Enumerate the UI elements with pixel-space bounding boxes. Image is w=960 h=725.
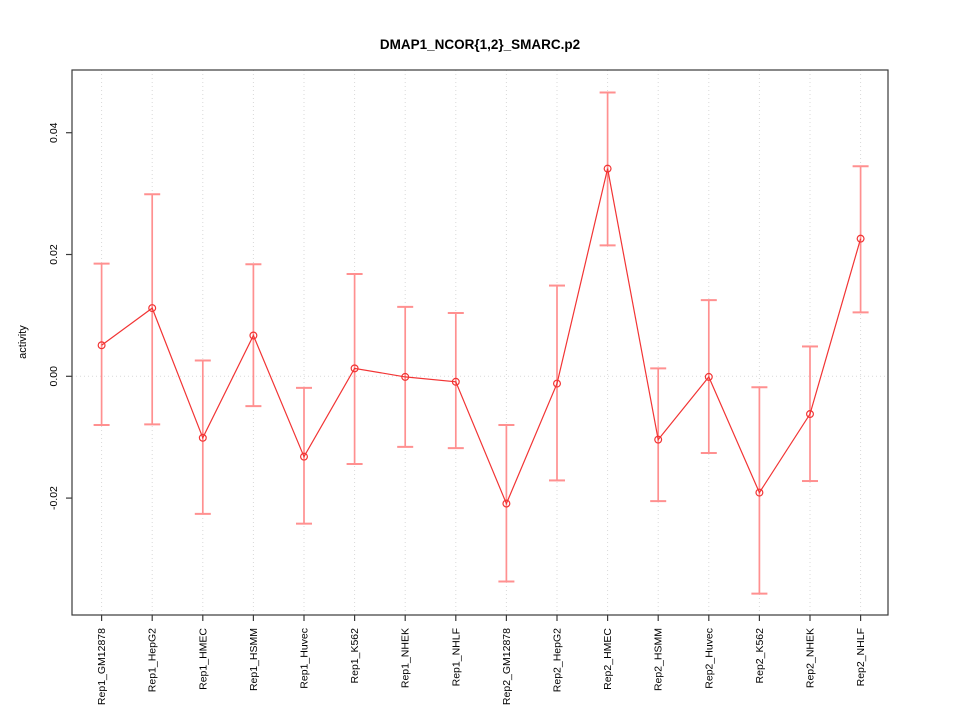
- error-bar: [751, 386, 768, 595]
- x-tick-label: Rep1_NHEK: [400, 628, 412, 688]
- x-tick-label: Rep2_NHEK: [805, 628, 817, 688]
- data-point: [603, 164, 612, 173]
- data-point: [148, 304, 157, 313]
- data-point: [856, 234, 865, 243]
- data-point: [198, 433, 207, 442]
- y-axis-label: activity: [17, 325, 29, 359]
- x-tick-label: Rep1_Huvec: [299, 628, 311, 689]
- x-tick-label: Rep1_NHLF: [450, 628, 462, 686]
- x-tick-label: Rep1_HSMM: [248, 628, 260, 691]
- y-axis: -0.02 0.00 0.02 0.04: [48, 122, 72, 510]
- data-point: [704, 372, 713, 381]
- x-tick-label: Rep2_Huvec: [703, 628, 715, 689]
- x-tick-label: Rep1_HepG2: [147, 628, 159, 692]
- x-tick-label: Rep2_HMEC: [602, 628, 614, 690]
- data-point: [300, 452, 309, 461]
- x-tick-label: Rep2_HepG2: [552, 628, 564, 692]
- data-point: [249, 331, 258, 340]
- y-tick-label: 0.02: [48, 244, 60, 265]
- error-bar: [447, 311, 464, 450]
- y-tick-label: 0.00: [48, 366, 60, 387]
- x-tick-label: Rep2_GM12878: [501, 628, 513, 705]
- x-tick-label: Rep2_NHLF: [855, 628, 867, 686]
- data-point: [755, 488, 764, 497]
- x-axis: Rep1_GM12878 Rep1_HepG2 Rep1_HMEC Rep1_HSMM…: [96, 615, 867, 705]
- x-tick-label: Rep1_GM12878: [96, 628, 108, 705]
- y-tick-label: -0.02: [48, 486, 60, 510]
- error-bars: [93, 91, 869, 595]
- data-point: [350, 364, 359, 373]
- gridlines: [72, 70, 888, 615]
- x-tick-label: Rep2_K562: [754, 628, 766, 684]
- y-tick-label: 0.04: [48, 122, 60, 143]
- data-point: [401, 372, 410, 381]
- data-point: [502, 499, 511, 508]
- chart-title: DMAP1_NCOR{1,2}_SMARC.p2: [380, 37, 580, 52]
- error-bar: [93, 262, 110, 427]
- data-point: [552, 379, 561, 388]
- x-tick-label: Rep1_K562: [349, 628, 361, 684]
- plot-box: [71, 69, 889, 616]
- data-point: [654, 435, 663, 444]
- data-point: [97, 341, 106, 350]
- data-point: [451, 377, 460, 386]
- mean-line: [101, 168, 862, 506]
- x-tick-label: Rep1_HMEC: [197, 628, 209, 690]
- x-tick-label: Rep2_HSMM: [653, 628, 665, 691]
- data-points: [97, 164, 865, 508]
- error-bar: [650, 367, 667, 503]
- data-point: [805, 410, 814, 419]
